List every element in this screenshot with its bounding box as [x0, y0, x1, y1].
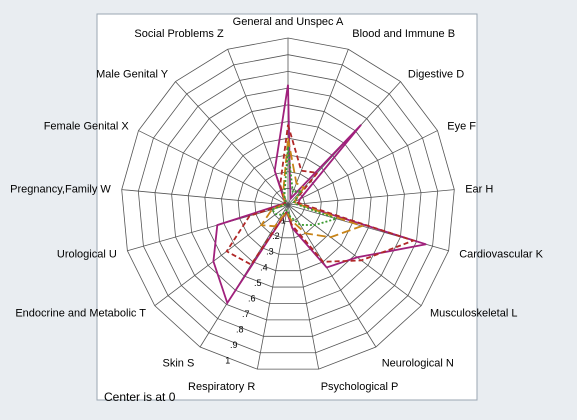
series-line: [270, 146, 340, 227]
grid-ring: [237, 154, 339, 255]
grid-ring: [121, 37, 455, 370]
tick-label: .8: [236, 325, 244, 335]
tick-label: 1: [225, 356, 230, 366]
axis-label: Social Problems Z: [134, 28, 224, 40]
grid-ring: [254, 171, 322, 239]
axis-label: Eye F: [447, 121, 476, 133]
axis-label: Urological U: [57, 249, 117, 261]
grid-ring: [187, 104, 389, 304]
grid-spoke: [121, 189, 289, 206]
grid-spoke: [287, 130, 438, 206]
tick-label: .7: [242, 309, 250, 319]
axis-label: Cardiovascular K: [459, 249, 543, 261]
axis-label: General and Unspec A: [233, 16, 344, 28]
grid-ring: [154, 70, 422, 337]
series-lines: [212, 84, 427, 306]
axis-label: Skin S: [163, 357, 195, 369]
axis-labels: General and Unspec A Blood and Immune B Di…: [10, 16, 543, 393]
axis-label: Pregnancy,Family W: [10, 184, 111, 196]
grid-spoke: [256, 204, 289, 370]
axis-label: Blood and Immune B: [352, 28, 455, 40]
grid-spoke: [287, 204, 422, 306]
axis-label: Female Genital X: [44, 121, 130, 133]
tick-label: .2: [272, 231, 280, 241]
tick-label: .6: [248, 293, 256, 303]
center-note: Center is at 0: [104, 390, 176, 404]
grid-ring: [171, 87, 405, 321]
axis-label: Endocrine and Metabolic T: [15, 307, 146, 319]
axis-label: Musculoskeletal L: [430, 307, 517, 319]
grid-ring: [221, 137, 355, 272]
tick-label: .4: [260, 262, 268, 272]
grid-spoke: [175, 81, 289, 206]
grid-ring: [204, 121, 372, 288]
grid-spoke: [287, 204, 320, 370]
grid-spoke: [138, 130, 289, 206]
radar-grid: [121, 37, 455, 370]
grid-spoke: [287, 189, 455, 206]
tick-label: .5: [254, 278, 262, 288]
axis-label: Neurological N: [382, 357, 454, 369]
grid-spoke: [287, 204, 377, 348]
grid-spoke: [154, 204, 289, 306]
axis-label: Psychological P: [321, 381, 399, 393]
axis-label: Male Genital Y: [96, 69, 169, 81]
series-line: [259, 138, 365, 239]
grid-spoke: [287, 49, 349, 206]
axis-label: Respiratory R: [188, 381, 255, 393]
tick-label: .3: [266, 247, 274, 257]
tick-label: .9: [230, 340, 238, 350]
grid-ring: [137, 54, 439, 354]
axis-label: Digestive D: [408, 69, 464, 81]
axis-label: Ear H: [465, 184, 493, 196]
